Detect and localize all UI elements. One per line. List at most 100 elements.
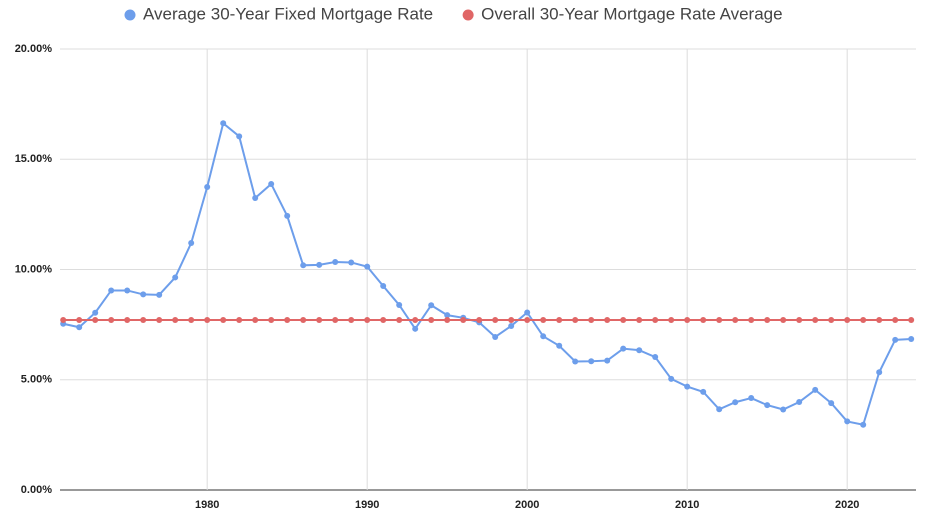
point [604,357,611,364]
point [588,358,595,365]
x-tick-label: 1980 [195,499,219,511]
point [204,184,211,191]
point [412,325,419,332]
y-tick-label: 0.00% [21,484,52,496]
x-tick-label: 2020 [835,499,859,511]
point [620,316,627,323]
point [412,316,419,323]
point [364,263,371,270]
point [732,399,739,406]
point [556,316,563,323]
x-tick-label: 2000 [515,499,539,511]
point [156,316,163,323]
point [204,316,211,323]
point [668,375,675,382]
point [636,316,643,323]
point [812,386,819,393]
point [124,316,131,323]
point [172,316,179,323]
point [700,388,707,395]
point [812,316,819,323]
x-tick-label: 2010 [675,499,699,511]
point [508,316,515,323]
point [108,287,115,294]
point [220,120,227,127]
point [876,316,883,323]
point [284,212,291,219]
point [332,316,339,323]
point [588,316,595,323]
point [668,316,675,323]
point [444,312,451,319]
point [268,180,275,187]
point [316,261,323,268]
point [236,316,243,323]
point [684,316,691,323]
point [716,316,723,323]
point [348,259,355,266]
point [492,316,499,323]
point [876,369,883,376]
legend-marker [124,9,136,21]
point [844,316,851,323]
point [492,333,499,340]
point [140,291,147,298]
legend-label: Average 30-Year Fixed Mortgage Rate [143,4,433,23]
point [252,195,259,202]
point [220,316,227,323]
point [716,406,723,413]
point [524,316,531,323]
point [796,399,803,406]
point [348,316,355,323]
point [92,309,99,316]
point [300,262,307,269]
point [428,302,435,309]
point [636,347,643,354]
x-tick-label: 1990 [355,499,379,511]
point [908,335,915,342]
point [236,133,243,140]
point [364,316,371,323]
legend-label: Overall 30-Year Mortgage Rate Average [481,4,782,23]
point [332,259,339,266]
point [508,322,515,329]
point [828,316,835,323]
point [252,316,259,323]
y-tick-label: 15.00% [15,153,53,165]
point [700,316,707,323]
point [732,316,739,323]
point [268,316,275,323]
point [284,316,291,323]
point [108,316,115,323]
y-tick-label: 10.00% [15,263,53,275]
point [156,291,163,298]
point [780,316,787,323]
point [764,402,771,409]
point [124,287,131,294]
point [540,316,547,323]
point [860,316,867,323]
point [300,316,307,323]
point [60,316,67,323]
point [652,316,659,323]
point [380,316,387,323]
point [188,316,195,323]
point [188,240,195,247]
point [444,316,451,323]
point [828,400,835,407]
point [556,342,563,349]
point [796,316,803,323]
y-tick-label: 5.00% [21,374,52,386]
point [540,333,547,340]
legend-marker [462,9,474,21]
point [396,302,403,309]
point [76,316,83,323]
point [892,336,899,343]
point [172,274,179,281]
point [524,309,531,316]
point [620,345,627,352]
point [572,358,579,365]
point [460,316,467,323]
point [748,316,755,323]
